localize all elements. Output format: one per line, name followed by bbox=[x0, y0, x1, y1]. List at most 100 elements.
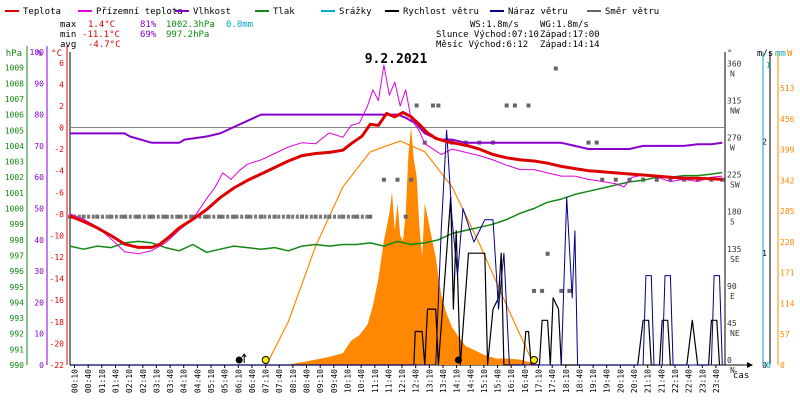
pressure-tick-label: 990 bbox=[10, 361, 25, 370]
temperature-tick-label: -14 bbox=[50, 275, 65, 284]
wind-direction-point bbox=[77, 214, 81, 219]
time-tick-label: 07:40 bbox=[275, 369, 284, 393]
wind-tick-label: 1 bbox=[762, 249, 767, 258]
moon-info: Měsíc Východ:6:12 bbox=[436, 40, 528, 50]
pressure-tick-label: 997 bbox=[10, 251, 25, 260]
wind-direction-point bbox=[96, 214, 100, 219]
min-temp: -11.1°C bbox=[82, 30, 120, 40]
wind-direction-point bbox=[119, 214, 123, 219]
pressure-tick-label: 1008 bbox=[5, 79, 24, 88]
pressure-tick-label: 995 bbox=[10, 283, 25, 292]
wind-direction-point bbox=[114, 214, 118, 219]
wind-direction-point bbox=[218, 214, 223, 219]
rain-tick-label: 0 bbox=[766, 361, 771, 370]
pressure-tick-label: 992 bbox=[10, 330, 25, 339]
series-humidity-line bbox=[70, 113, 723, 150]
max-label: max bbox=[60, 20, 77, 30]
time-tick-label: 09:40 bbox=[330, 369, 339, 393]
legend-label-1: Přízemní teplota bbox=[96, 7, 183, 17]
time-tick-label: 12:40 bbox=[412, 369, 421, 393]
time-tick-label: 15:40 bbox=[494, 369, 503, 393]
wind-direction-point bbox=[82, 214, 86, 219]
pressure-tick-label: 998 bbox=[10, 236, 25, 245]
wind-direction-point bbox=[356, 214, 360, 219]
series-wind-gust-line bbox=[70, 129, 723, 366]
wind-direction-point bbox=[101, 214, 104, 219]
wind-direction-point bbox=[207, 214, 211, 219]
wind-direction-point bbox=[309, 214, 313, 219]
wind-direction-point bbox=[277, 214, 281, 219]
wind-direction-point bbox=[165, 214, 169, 219]
wind-direction-point bbox=[540, 288, 545, 293]
wind-direction-point bbox=[149, 214, 154, 219]
temperature-tick-label: -8 bbox=[54, 210, 64, 219]
direction-tick-label: 180 bbox=[727, 208, 742, 217]
time-axis-label: čas bbox=[733, 370, 749, 381]
humidity-axis-unit: % bbox=[37, 49, 43, 59]
wind-direction-point bbox=[720, 177, 725, 182]
time-tick-label: 03:40 bbox=[166, 369, 175, 393]
series-pressure-line bbox=[69, 171, 723, 254]
time-tick-label: 10:10 bbox=[344, 369, 353, 393]
wind-direction-point bbox=[368, 214, 373, 219]
wind-direction-point bbox=[184, 214, 188, 219]
wind-direction-point bbox=[142, 214, 146, 219]
rain-axis-unit: mm bbox=[775, 49, 786, 59]
stats-block: max 1.4°C 81% 1002.3hPa 0.0mm min -11.1°… bbox=[60, 20, 253, 50]
pressure-tick-label: 996 bbox=[10, 267, 25, 276]
wind-direction-point bbox=[365, 214, 369, 219]
wind-direction-point bbox=[668, 177, 673, 182]
direction-axis-unit: ° bbox=[727, 49, 732, 59]
moonrise-marker bbox=[235, 356, 243, 364]
pressure-tick-label: 1001 bbox=[5, 189, 24, 198]
solar-tick-label: 456 bbox=[780, 115, 795, 124]
wind-direction-point bbox=[314, 214, 318, 219]
time-tick-label: 22:40 bbox=[685, 369, 694, 393]
wind-direction-point bbox=[177, 214, 182, 219]
pressure-tick-label: 991 bbox=[10, 345, 25, 354]
wind-direction-point bbox=[156, 214, 160, 219]
wind-direction-point bbox=[594, 140, 599, 145]
max-temp: 1.4°C bbox=[88, 20, 115, 30]
time-tick-label: 03:10 bbox=[152, 369, 161, 393]
plot-area: hPa9909919929939949959969979989991000100… bbox=[5, 46, 795, 393]
humidity-tick-label: 100 bbox=[30, 48, 45, 57]
time-tick-label: 02:10 bbox=[125, 369, 134, 393]
wind-direction-point bbox=[512, 103, 517, 108]
temperature-tick-label: -16 bbox=[50, 296, 65, 305]
wind-direction-point bbox=[91, 214, 95, 219]
series-temperature-line bbox=[69, 110, 723, 249]
solar-axis-unit: W bbox=[787, 49, 793, 59]
wind-direction-point bbox=[110, 214, 114, 219]
time-tick-label: 08:10 bbox=[289, 369, 298, 393]
wind-direction-point bbox=[152, 214, 155, 219]
time-tick-label: 06:10 bbox=[234, 369, 243, 393]
pressure-tick-label: 1002 bbox=[5, 173, 24, 182]
wind-direction-point bbox=[504, 103, 509, 108]
time-tick-label: 22:10 bbox=[671, 369, 680, 393]
temperature-tick-label: -20 bbox=[50, 339, 65, 348]
direction-tick-label: 360 bbox=[727, 59, 742, 68]
direction-name-label: NE bbox=[730, 329, 740, 338]
humidity-tick-label: 30 bbox=[34, 267, 44, 276]
wind-direction-point bbox=[286, 214, 290, 219]
time-tick-label: 18:10 bbox=[562, 369, 571, 393]
legend-label-5: Rychlost větru bbox=[403, 7, 479, 17]
wind-direction-point bbox=[323, 214, 327, 219]
temperature-tick-label: 2 bbox=[59, 102, 64, 111]
time-tick-label: 09:10 bbox=[316, 369, 325, 393]
temperature-tick-label: -18 bbox=[50, 318, 65, 327]
moon-set-info: Západ:14:14 bbox=[540, 40, 600, 50]
solar-tick-label: 171 bbox=[780, 269, 795, 278]
time-tick-label: 00:10 bbox=[71, 369, 80, 393]
legend-label-3: Tlak bbox=[273, 7, 295, 17]
direction-name-label: N bbox=[730, 69, 735, 78]
max-press: 1002.3hPa bbox=[166, 20, 215, 30]
sunrise-marker bbox=[261, 356, 270, 364]
wind-direction-point bbox=[133, 214, 137, 219]
time-tick-label: 05:40 bbox=[221, 369, 230, 393]
time-tick-label: 23:40 bbox=[712, 369, 721, 393]
solar-tick-label: 285 bbox=[780, 207, 795, 216]
humidity-tick-label: 40 bbox=[34, 236, 44, 245]
